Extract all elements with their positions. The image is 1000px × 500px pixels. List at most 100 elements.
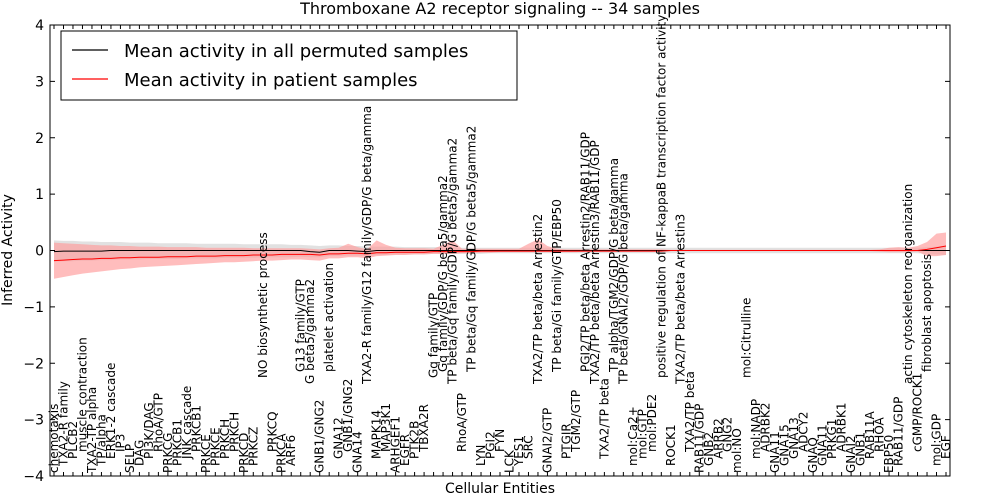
y-tick-label: −3 (23, 413, 44, 429)
y-tick-label: 2 (35, 131, 44, 147)
legend-label-patient: Mean activity in patient samples (124, 70, 418, 91)
x-tick-label: GNA14 (351, 431, 365, 473)
x-tick-label: PRKCE (208, 427, 222, 466)
x-tick-label: TXA2/TP beta (597, 378, 611, 460)
x-tick-label: ROCK1 (664, 424, 678, 466)
x-tick-label: mol:GTP (635, 409, 649, 459)
x-tick-label: GNAI2 (844, 435, 858, 473)
x-tick-label: PRKCQ (265, 411, 279, 452)
y-axis-label: Inferred Activity (0, 194, 16, 306)
x-tick-label: GNAI2/GTP (540, 408, 554, 473)
x-tick-label: GNB2 (702, 432, 716, 466)
x-tick-label: TXA2-TP alpha (85, 387, 99, 474)
x-tick-label: RAB11/GDP (692, 404, 706, 473)
x-tick-label: NO biosynthetic process (256, 232, 270, 378)
x-tick-label: FYN (493, 429, 507, 452)
y-tick-label: −4 (23, 469, 44, 485)
y-tick-label: −1 (23, 300, 44, 316)
x-tick-label: muscle contraction (76, 337, 90, 452)
x-tick-label: PRKCE (199, 434, 213, 473)
x-tick-label: YES1 (512, 436, 526, 467)
x-tick-label: TXA2-R family (57, 381, 71, 467)
confidence-bands (54, 232, 946, 279)
y-tick-label: 1 (35, 187, 44, 203)
x-tick-label: ARRB2 (711, 418, 725, 459)
x-tick-label: GNA15 (778, 424, 792, 466)
x-tick-label: TBXA2R (417, 404, 431, 453)
x-tick-label: SELP (123, 444, 137, 473)
x-tick-label: positive regulation of NF-kappaB transcr… (654, 15, 668, 378)
x-tick-label: mol:Citrulline (740, 298, 754, 378)
x-tick-label: GNA12 (332, 417, 346, 459)
x-tick-label: PRKCH (227, 412, 241, 452)
x-tick-label: MAPK14 (370, 410, 384, 459)
x-tick-label: GNA11 (768, 431, 782, 473)
x-tick-label: GNB1 (854, 432, 868, 466)
x-tick-label: Gq family/GDP/G beta5/gamma2 (436, 175, 450, 372)
x-tick-label: PGI2 (484, 431, 498, 459)
legend-box (60, 30, 518, 101)
x-tick-label: RhoA/GTP (151, 393, 165, 452)
x-tick-label: mol:Ca2+ (626, 406, 640, 466)
x-tick-label: PTK2B (408, 421, 422, 459)
x-tick-label: TP/alpha (94, 414, 108, 467)
chart-title: Thromboxane A2 receptor signaling -- 34 … (299, 0, 700, 18)
x-tick-label: ADRBK1 (835, 402, 849, 452)
x-tick-label: TP beta/Gq family/GDP/G beta5/gamma2 (465, 126, 479, 373)
x-tick-label: PRKCZ (246, 427, 260, 466)
x-axis-label: Cellular Entities (445, 481, 555, 497)
x-tick-label: fibroblast apoptosis (920, 254, 934, 372)
x-tick-label: PRKCB1 (189, 405, 203, 452)
x-tick-label: PRKCD (237, 433, 251, 473)
x-tick-label: PRKCA (275, 433, 289, 473)
x-tick-label: mol:GDP (930, 414, 944, 466)
x-tick-label: GNA11 (816, 424, 830, 466)
x-tick-label: PGI2/TP beta/beta Arrestin2/RAB11/GDP (578, 132, 592, 372)
x-tick-label: cGMP/ROCK1 (911, 373, 925, 452)
legend: Mean activity in all permuted samples Me… (60, 30, 518, 101)
x-tick-label: PRKCH (218, 419, 232, 459)
x-tick-label: TXA2/TP beta/beta Arrestin3 (673, 214, 687, 385)
x-tick-label: PTGIR (559, 423, 573, 459)
x-tick-label: mol:NO (730, 428, 744, 473)
x-tick-label: DAG (132, 440, 146, 466)
y-tick-label: −2 (23, 356, 44, 372)
x-tick-label: SRC (522, 435, 536, 459)
x-tick-label: GNA13 (787, 417, 801, 459)
x-tick-label: RAB11/GDP (892, 397, 906, 466)
x-tick-label: RhoA/GTP (455, 393, 469, 452)
y-tick-label: 3 (35, 74, 44, 90)
x-tick-label: TXA2/TP beta/beta Arrestin3/RAB11/GDP (588, 140, 602, 385)
x-tick-label: IP3 (113, 434, 127, 452)
y-tick-label: 0 (35, 244, 44, 260)
x-tick-label: PI3K/DAG (142, 402, 156, 459)
x-tick-label: ADRBK2 (759, 402, 773, 452)
x-tick-label: JNK cascade (180, 386, 194, 460)
x-tick-label: PRKG1 (825, 419, 839, 459)
x-tick-label: TP alpha/TGM2/GDP/G beta/gamma (607, 158, 621, 373)
x-tick-label: PRKCB1 (170, 419, 184, 466)
x-tick-label: EGFR (398, 434, 412, 466)
x-tick-label: RHOA (873, 416, 887, 452)
x-tick-label: G13 family/GTP (294, 279, 308, 372)
x-tick-label: TXA2/TP beta (683, 371, 697, 453)
y-tick-label: 4 (35, 18, 44, 34)
line-series-1 (53, 245, 947, 262)
x-tick-label: RAB11A (863, 410, 877, 459)
x-tick-label: EGF (939, 435, 953, 459)
x-tick-label: TP beta/Gq family/GDP/G beta5/gamma2 (446, 138, 460, 385)
x-tick-label: mol:PDE2 (645, 394, 659, 452)
x-tick-label: Gq family/GTP (427, 293, 441, 378)
x-tick-label: LYN (474, 445, 488, 466)
x-tick-label: ERK1-2 cascade (104, 363, 118, 459)
x-tick-label: EBP50 (882, 435, 896, 473)
x-tick-label: ARF6 (284, 435, 298, 466)
x-tick-label: actin cytoskeleton reorganization (901, 184, 915, 384)
x-tick-label: MAP3K1 (379, 403, 393, 452)
x-tick-label: TXA2/TP beta/beta Arrestin2 (531, 214, 545, 385)
band-series-1 (54, 232, 946, 279)
x-tick-label: GNB1/GNG2 (313, 400, 327, 473)
x-tick-label: ADCY2 (797, 411, 811, 452)
